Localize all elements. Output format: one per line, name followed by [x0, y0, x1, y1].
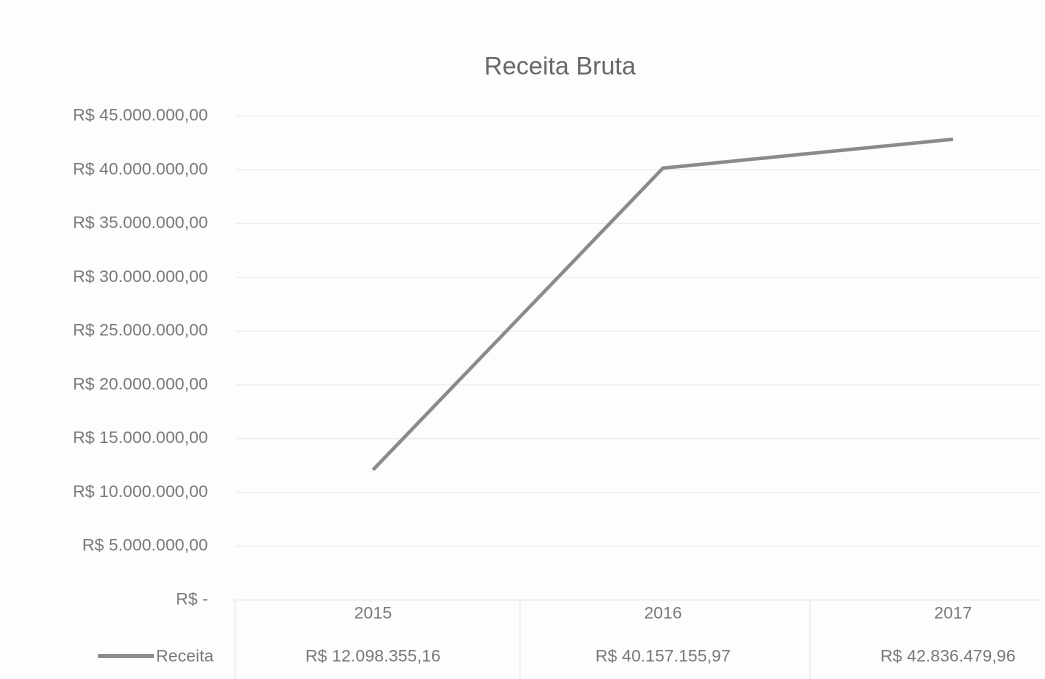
y-tick-label: R$ 25.000.000,00	[73, 321, 208, 340]
y-tick-label: R$ -	[176, 589, 208, 608]
x-tick-label: 2015	[354, 603, 392, 622]
table-value: R$ 40.157.155,97	[595, 646, 730, 665]
legend-label: Receita	[156, 646, 214, 665]
y-tick-label: R$ 45.000.000,00	[73, 105, 208, 124]
y-tick-label: R$ 35.000.000,00	[73, 213, 208, 232]
y-tick-label: R$ 10.000.000,00	[73, 482, 208, 501]
x-tick-label: 2016	[644, 603, 682, 622]
table-value: R$ 42.836.479,96	[880, 646, 1015, 665]
y-tick-label: R$ 5.000.000,00	[82, 536, 208, 555]
chart-title: Receita Bruta	[484, 53, 636, 81]
series-line	[371, 137, 954, 472]
y-tick-label: R$ 20.000.000,00	[73, 374, 208, 393]
y-tick-label: R$ 30.000.000,00	[73, 267, 208, 286]
y-tick-label: R$ 15.000.000,00	[73, 428, 208, 447]
y-tick-label: R$ 40.000.000,00	[73, 159, 208, 178]
x-tick-label: 2017	[934, 603, 972, 622]
table-value: R$ 12.098.355,16	[305, 646, 440, 665]
